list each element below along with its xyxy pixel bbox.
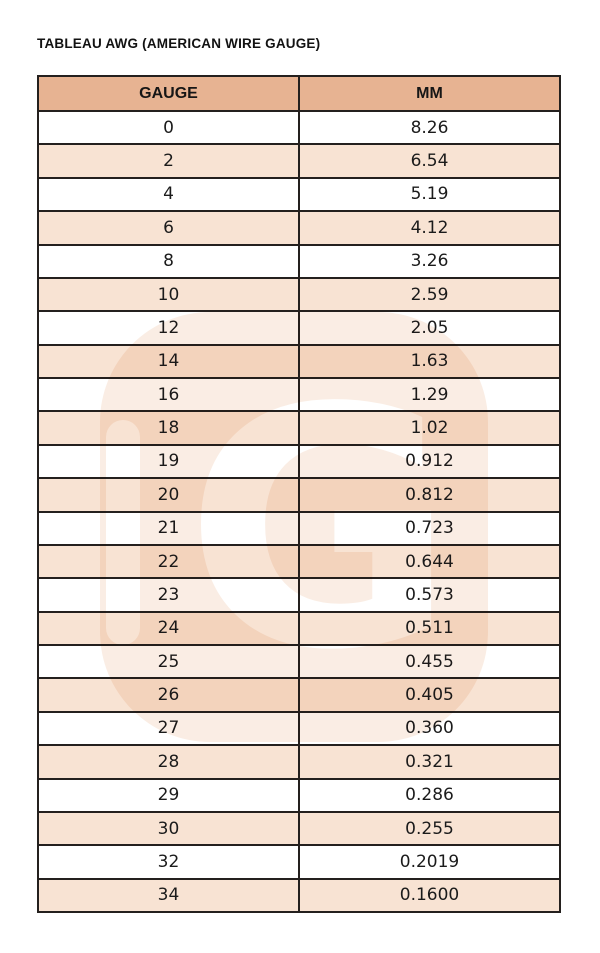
table-row: 4 5.19 bbox=[37, 176, 561, 213]
gauge-cell: 14 bbox=[37, 343, 300, 380]
table-row: 22 0.644 bbox=[37, 543, 561, 580]
table-row: 27 0.360 bbox=[37, 710, 561, 747]
mm-cell: 8.26 bbox=[298, 109, 561, 146]
mm-cell: 0.2019 bbox=[298, 844, 561, 880]
gauge-cell: 8 bbox=[37, 243, 300, 279]
mm-cell: 0.360 bbox=[298, 710, 561, 747]
mm-cell: 0.812 bbox=[298, 477, 561, 513]
header-row: GAUGE MM bbox=[37, 75, 561, 112]
mm-cell: 0.511 bbox=[298, 610, 561, 647]
gauge-cell: 22 bbox=[37, 543, 300, 580]
table-row: 21 0.723 bbox=[37, 510, 561, 546]
table-row: 2 6.54 bbox=[37, 143, 561, 179]
table-row: 26 0.405 bbox=[37, 677, 561, 713]
table-row: 10 2.59 bbox=[37, 276, 561, 313]
gauge-cell: 4 bbox=[37, 176, 300, 213]
mm-cell: 0.723 bbox=[298, 510, 561, 546]
mm-cell: 1.02 bbox=[298, 410, 561, 446]
table-row: 12 2.05 bbox=[37, 310, 561, 346]
column-header-mm: MM bbox=[298, 75, 561, 112]
gauge-cell: 18 bbox=[37, 410, 300, 446]
gauge-cell: 10 bbox=[37, 276, 300, 313]
mm-cell: 4.12 bbox=[298, 210, 561, 246]
gauge-cell: 27 bbox=[37, 710, 300, 747]
awg-table: GAUGE MM 0 8.26 2 6.54 4 5.19 6 4.12 8 bbox=[37, 75, 561, 914]
table-row: 28 0.321 bbox=[37, 744, 561, 780]
mm-cell: 3.26 bbox=[298, 243, 561, 279]
table-body: 0 8.26 2 6.54 4 5.19 6 4.12 8 3.26 10 2.… bbox=[37, 109, 561, 914]
gauge-cell: 30 bbox=[37, 810, 300, 847]
gauge-cell: 16 bbox=[37, 376, 300, 413]
gauge-cell: 24 bbox=[37, 610, 300, 647]
mm-cell: 1.29 bbox=[298, 376, 561, 413]
table-row: 32 0.2019 bbox=[37, 844, 561, 880]
table-row: 23 0.573 bbox=[37, 577, 561, 613]
gauge-cell: 0 bbox=[37, 109, 300, 146]
table-row: 30 0.255 bbox=[37, 810, 561, 847]
mm-cell: 0.644 bbox=[298, 543, 561, 580]
gauge-cell: 19 bbox=[37, 443, 300, 480]
gauge-cell: 21 bbox=[37, 510, 300, 546]
gauge-cell: 28 bbox=[37, 744, 300, 780]
table-row: 20 0.812 bbox=[37, 477, 561, 513]
mm-cell: 0.286 bbox=[298, 777, 561, 813]
gauge-cell: 34 bbox=[37, 877, 300, 914]
table-row: 34 0.1600 bbox=[37, 877, 561, 914]
mm-cell: 2.59 bbox=[298, 276, 561, 313]
table-row: 6 4.12 bbox=[37, 210, 561, 246]
mm-cell: 6.54 bbox=[298, 143, 561, 179]
mm-cell: 0.1600 bbox=[298, 877, 561, 914]
mm-cell: 0.405 bbox=[298, 677, 561, 713]
table-row: 0 8.26 bbox=[37, 109, 561, 146]
mm-cell: 0.455 bbox=[298, 643, 561, 680]
column-header-gauge: GAUGE bbox=[37, 75, 300, 112]
table-row: 19 0.912 bbox=[37, 443, 561, 480]
mm-cell: 2.05 bbox=[298, 310, 561, 346]
mm-cell: 0.321 bbox=[298, 744, 561, 780]
table-row: 14 1.63 bbox=[37, 343, 561, 380]
gauge-cell: 29 bbox=[37, 777, 300, 813]
table-row: 29 0.286 bbox=[37, 777, 561, 813]
mm-cell: 0.573 bbox=[298, 577, 561, 613]
mm-cell: 0.912 bbox=[298, 443, 561, 480]
table-row: 16 1.29 bbox=[37, 376, 561, 413]
page-title: TABLEAU AWG (AMERICAN WIRE GAUGE) bbox=[37, 36, 321, 51]
gauge-cell: 23 bbox=[37, 577, 300, 613]
gauge-cell: 12 bbox=[37, 310, 300, 346]
table-row: 24 0.511 bbox=[37, 610, 561, 647]
gauge-cell: 32 bbox=[37, 844, 300, 880]
gauge-cell: 20 bbox=[37, 477, 300, 513]
mm-cell: 1.63 bbox=[298, 343, 561, 380]
gauge-cell: 2 bbox=[37, 143, 300, 179]
mm-cell: 0.255 bbox=[298, 810, 561, 847]
table-header: GAUGE MM bbox=[37, 75, 561, 112]
table-row: 8 3.26 bbox=[37, 243, 561, 279]
gauge-cell: 26 bbox=[37, 677, 300, 713]
gauge-cell: 6 bbox=[37, 210, 300, 246]
table-row: 18 1.02 bbox=[37, 410, 561, 446]
mm-cell: 5.19 bbox=[298, 176, 561, 213]
table-row: 25 0.455 bbox=[37, 643, 561, 680]
gauge-cell: 25 bbox=[37, 643, 300, 680]
